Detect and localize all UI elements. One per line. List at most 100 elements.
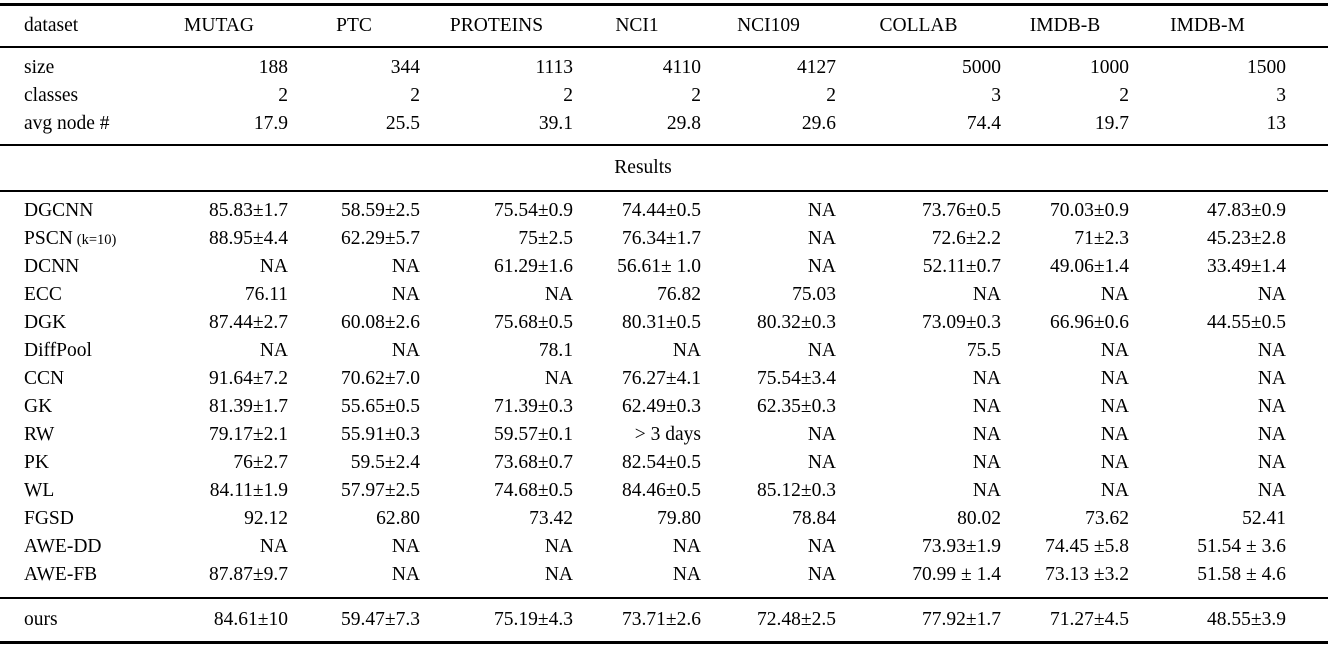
data-cell: 57.97±2.5 <box>341 480 420 501</box>
data-cell: 2 <box>410 85 420 106</box>
column-header-dataset: dataset <box>24 15 79 36</box>
data-cell: NA <box>972 284 1001 305</box>
data-cell: 25.5 <box>385 113 420 134</box>
data-cell: 55.91±0.3 <box>341 424 420 445</box>
column-header-mutag: MUTAG <box>184 15 254 36</box>
data-cell: 73.76±0.5 <box>922 200 1001 221</box>
data-cell: 59.47±7.3 <box>341 609 420 630</box>
data-cell: 73.93±1.9 <box>922 536 1001 557</box>
data-cell: 45.23±2.8 <box>1207 228 1286 249</box>
data-cell: 71±2.3 <box>1074 228 1129 249</box>
ours-section: ours 84.61±10 59.47±7.3 75.19±4.3 73.71±2.6 7… <box>0 598 1328 643</box>
data-cell: NA <box>1257 284 1286 305</box>
data-cell: 52.11±0.7 <box>922 256 1001 277</box>
data-cell: 3 <box>991 85 1001 106</box>
data-cell: 88.95±4.4 <box>209 228 288 249</box>
data-cell: 3 <box>1276 85 1286 106</box>
data-cell: 74.44±0.5 <box>622 200 701 221</box>
info-row-classes: classes 2 2 2 2 2 3 2 3 <box>0 82 1328 110</box>
method-name: DiffPool <box>0 337 150 365</box>
data-cell: 49.06±1.4 <box>1050 256 1129 277</box>
data-cell: 56.61± 1.0 <box>617 256 701 277</box>
data-cell: 2 <box>1119 85 1129 106</box>
data-cell: NA <box>807 452 836 473</box>
data-cell: NA <box>1100 368 1129 389</box>
data-cell: 1113 <box>535 57 573 78</box>
column-header-proteins: PROTEINS <box>449 15 544 36</box>
data-cell: 51.58 ± 4.6 <box>1197 564 1286 585</box>
data-cell: 82.54±0.5 <box>622 452 701 473</box>
data-cell: NA <box>972 396 1001 417</box>
data-cell: > 3 days <box>634 424 701 445</box>
data-cell: NA <box>1100 396 1129 417</box>
data-cell: 1500 <box>1247 57 1286 78</box>
data-cell: NA <box>807 256 836 277</box>
data-cell: 76.82 <box>657 284 701 305</box>
data-cell: 61.29±1.6 <box>494 256 573 277</box>
data-cell: NA <box>1100 424 1129 445</box>
method-label: CCN <box>24 368 65 389</box>
data-cell: NA <box>1257 424 1286 445</box>
data-cell: NA <box>807 564 836 585</box>
method-name: FGSD <box>0 505 150 533</box>
method-label: DiffPool <box>24 340 92 361</box>
method-label: FGSD <box>24 508 74 529</box>
method-label: PSCN <box>24 228 73 249</box>
data-cell: 19.7 <box>1094 113 1129 134</box>
data-cell: 344 <box>390 57 420 78</box>
data-cell: 80.32±0.3 <box>757 312 836 333</box>
column-header-nci109: NCI109 <box>737 15 800 36</box>
data-cell: 55.65±0.5 <box>341 396 420 417</box>
data-cell: 91.64±7.2 <box>209 368 288 389</box>
data-cell: 39.1 <box>538 113 573 134</box>
data-cell: NA <box>1257 340 1286 361</box>
method-label: DGK <box>24 312 67 333</box>
data-cell: 44.55±0.5 <box>1207 312 1286 333</box>
data-cell: 75.68±0.5 <box>494 312 573 333</box>
data-cell: NA <box>259 340 288 361</box>
data-cell: NA <box>1257 396 1286 417</box>
data-cell: 52.41 <box>1242 508 1286 529</box>
results-title-section: Results <box>0 145 1328 191</box>
method-name: DCNN <box>0 253 150 281</box>
method-row-awe-fb: AWE-FB 87.87±9.7 NA NA NA NA 70.99 ± 1.4 73.13 … <box>0 561 1328 598</box>
row-label-classes: classes <box>24 85 79 106</box>
data-cell: 75.03 <box>792 284 836 305</box>
data-cell: NA <box>972 368 1001 389</box>
method-label: PK <box>24 452 49 473</box>
data-cell: 92.12 <box>244 508 288 529</box>
method-row-dcnn: DCNN NA NA 61.29±1.6 56.61± 1.0 NA 52.11±0.7 49… <box>0 253 1328 281</box>
method-name: ours <box>24 609 58 630</box>
data-cell: NA <box>259 256 288 277</box>
data-cell: NA <box>807 200 836 221</box>
method-label: DGCNN <box>24 200 94 221</box>
method-name: AWE-FB <box>0 561 150 598</box>
method-name: GK <box>0 393 150 421</box>
data-cell: 76.11 <box>244 284 288 305</box>
data-cell: NA <box>807 340 836 361</box>
data-cell: NA <box>807 228 836 249</box>
data-cell: 75.54±3.4 <box>757 368 836 389</box>
method-name: RW <box>0 421 150 449</box>
data-cell: 84.61±10 <box>213 609 288 630</box>
method-row-awe-dd: AWE-DD NA NA NA NA NA 73.93±1.9 74.45 ±5.8 51.54… <box>0 533 1328 561</box>
data-cell: 62.35±0.3 <box>757 396 836 417</box>
data-cell: 62.80 <box>376 508 420 529</box>
data-cell: 70.62±7.0 <box>341 368 420 389</box>
method-row-dgcnn: DGCNN 85.83±1.7 58.59±2.5 75.54±0.9 74.44±0.… <box>0 191 1328 225</box>
row-label-avg-node: avg node # <box>24 113 110 134</box>
data-cell: 79.17±2.1 <box>209 424 288 445</box>
data-cell: NA <box>807 424 836 445</box>
method-row-pk: PK 76±2.7 59.5±2.4 73.68±0.7 82.54±0.5 NA NA NA… <box>0 449 1328 477</box>
data-cell: NA <box>807 536 836 557</box>
data-cell: 73.13 ±3.2 <box>1045 564 1129 585</box>
data-cell: NA <box>672 340 701 361</box>
data-cell: 85.12±0.3 <box>757 480 836 501</box>
data-cell: 84.11±1.9 <box>209 480 288 501</box>
data-cell: 75.54±0.9 <box>494 200 573 221</box>
results-title: Results <box>614 157 672 178</box>
data-cell: 74.4 <box>966 113 1001 134</box>
data-cell: NA <box>544 284 573 305</box>
data-cell: 76±2.7 <box>233 452 288 473</box>
data-cell: 4127 <box>797 57 836 78</box>
